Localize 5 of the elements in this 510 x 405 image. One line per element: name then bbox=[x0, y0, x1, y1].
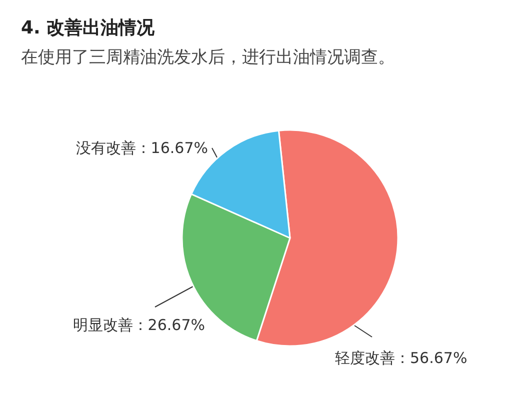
slice-label: 明显改善：26.67% bbox=[72, 316, 205, 334]
chart-title: 4. 改善出油情况 bbox=[21, 18, 156, 38]
chart-subtitle: 在使用了三周精油洗发水后，进行出油情况调查。 bbox=[21, 48, 395, 68]
slice-label: 轻度改善：56.67% bbox=[335, 349, 468, 367]
slice-label: 没有改善：16.67% bbox=[76, 139, 208, 157]
